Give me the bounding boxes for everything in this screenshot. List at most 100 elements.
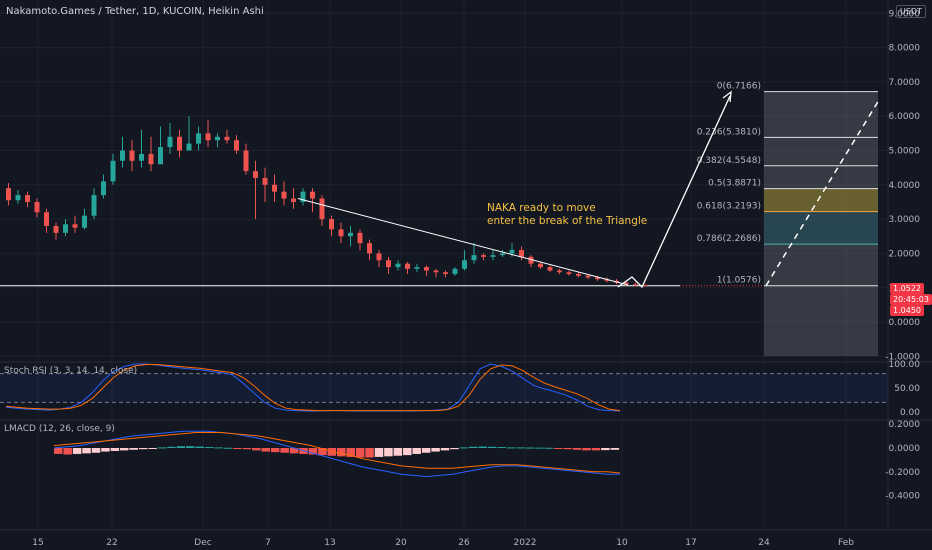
macd-histogram-bar bbox=[355, 448, 365, 458]
macd-histogram-bar bbox=[72, 448, 82, 454]
candle-body bbox=[471, 255, 477, 261]
macd-histogram-bar bbox=[280, 448, 289, 453]
macd-histogram-bar bbox=[110, 448, 120, 451]
macd-histogram-bar bbox=[601, 448, 610, 451]
candle-body bbox=[82, 215, 87, 228]
fib-level-label: 1(1.0576) bbox=[717, 276, 761, 286]
macd-histogram-bar bbox=[506, 447, 516, 449]
x-tick-label: 24 bbox=[758, 538, 770, 548]
fib-level-label: 0.618(3.2193) bbox=[697, 202, 761, 212]
countdown-badge: 20:45:03 bbox=[890, 294, 932, 305]
x-tick-label: 2022 bbox=[514, 538, 537, 548]
trade-annotation: NAKA ready to move enter the break of th… bbox=[487, 202, 647, 228]
y-tick-label: 0.0000 bbox=[889, 318, 921, 328]
candle-body bbox=[25, 195, 30, 202]
stoch-line bbox=[5, 363, 621, 412]
macd-histogram-bar bbox=[252, 448, 261, 451]
macd-y-tick: -0.4000 bbox=[885, 492, 920, 502]
macd-histogram-bar bbox=[289, 448, 299, 454]
candle-body bbox=[547, 267, 553, 271]
macd-histogram-bar bbox=[91, 448, 101, 453]
candle-body bbox=[177, 136, 182, 151]
candle-body bbox=[443, 272, 448, 274]
candle-body bbox=[424, 267, 429, 271]
macd-histogram-bar bbox=[82, 448, 91, 454]
macd-histogram-bar bbox=[63, 448, 72, 455]
macd-histogram-bar bbox=[582, 448, 591, 451]
candle-body bbox=[376, 253, 382, 261]
macd-histogram-bar bbox=[393, 448, 403, 456]
x-tick-label: 7 bbox=[265, 538, 271, 548]
candle-body bbox=[357, 232, 363, 244]
chart-title: Nakamoto.Games / Tether, 1D, KUCOIN, Hei… bbox=[6, 6, 264, 17]
macd-histogram-bar bbox=[242, 448, 252, 450]
macd-histogram-bar bbox=[129, 448, 138, 450]
currency-selector[interactable]: USDT bbox=[896, 5, 926, 18]
x-tick-label: 22 bbox=[106, 538, 117, 548]
stoch-line bbox=[5, 364, 621, 412]
candle-body bbox=[253, 171, 258, 178]
macd-line bbox=[53, 432, 621, 474]
projection-dashed-line bbox=[765, 101, 879, 287]
fib-level-label: 0(6.7166) bbox=[717, 82, 761, 92]
macd-y-tick: -0.2000 bbox=[885, 468, 920, 478]
y-tick-label: 8.0000 bbox=[889, 44, 921, 54]
candle-body bbox=[490, 255, 496, 257]
candle-body bbox=[348, 232, 353, 237]
stoch-y-tick: 100.00 bbox=[889, 360, 921, 370]
macd-histogram-bar bbox=[610, 448, 620, 450]
annotation-line-2: enter the break of the Triangle bbox=[487, 215, 648, 227]
macd-histogram-bar bbox=[176, 446, 186, 448]
macd-histogram-bar bbox=[157, 447, 167, 449]
macd-histogram-bar bbox=[337, 448, 346, 457]
macd-histogram-bar bbox=[431, 448, 440, 452]
y-tick-label: 2.0000 bbox=[889, 249, 921, 259]
x-tick-label: Feb bbox=[838, 538, 854, 548]
x-tick-label: 13 bbox=[324, 538, 335, 548]
x-tick-label: 15 bbox=[32, 538, 43, 548]
macd-y-tick: 0.0000 bbox=[889, 444, 921, 454]
projection-arrowhead bbox=[722, 90, 732, 103]
macd-histogram-bar bbox=[591, 448, 601, 451]
macd-histogram-bar bbox=[469, 446, 478, 448]
fib-level-label: 0.5(3.8871) bbox=[708, 179, 761, 189]
macd-histogram-bar bbox=[223, 447, 233, 449]
stoch-y-tick: 50.00 bbox=[894, 384, 920, 394]
candle-body bbox=[604, 279, 610, 281]
candle-body bbox=[234, 140, 239, 151]
candle-body bbox=[272, 184, 277, 192]
candle-body bbox=[566, 272, 572, 274]
macd-y-tick: 0.2000 bbox=[889, 420, 921, 430]
candle-body bbox=[319, 198, 325, 220]
macd-histogram-bar bbox=[101, 448, 110, 452]
macd-histogram-bar bbox=[525, 447, 535, 449]
macd-histogram-bar bbox=[563, 448, 572, 450]
candle-body bbox=[167, 136, 173, 148]
candle-body bbox=[405, 263, 410, 269]
macd-histogram-bar bbox=[374, 448, 384, 457]
candle-body bbox=[101, 181, 106, 196]
x-tick-label: 26 bbox=[458, 538, 470, 548]
macd-histogram-bar bbox=[412, 448, 421, 454]
candle-body bbox=[395, 263, 401, 268]
macd-histogram-bar bbox=[54, 448, 63, 454]
candle-body bbox=[623, 282, 629, 285]
candle-body bbox=[633, 284, 638, 286]
macd-histogram-bar bbox=[365, 448, 374, 458]
candle-body bbox=[281, 191, 287, 199]
macd-histogram-bar bbox=[204, 447, 214, 449]
macd-histogram-bar bbox=[233, 448, 242, 449]
stoch-band-fill bbox=[0, 373, 888, 403]
x-tick-label: Dec bbox=[194, 538, 211, 548]
candle-body bbox=[15, 195, 21, 201]
candle-body bbox=[414, 267, 420, 269]
annotation-line-1: NAKA ready to move bbox=[487, 202, 596, 214]
candle-body bbox=[329, 219, 334, 230]
candle-body bbox=[243, 150, 249, 172]
candle-body bbox=[91, 195, 97, 216]
macd-histogram-bar bbox=[261, 448, 271, 452]
macd-histogram-bar bbox=[120, 448, 129, 451]
candle-body bbox=[310, 191, 315, 199]
triangle-trendline bbox=[297, 198, 629, 286]
